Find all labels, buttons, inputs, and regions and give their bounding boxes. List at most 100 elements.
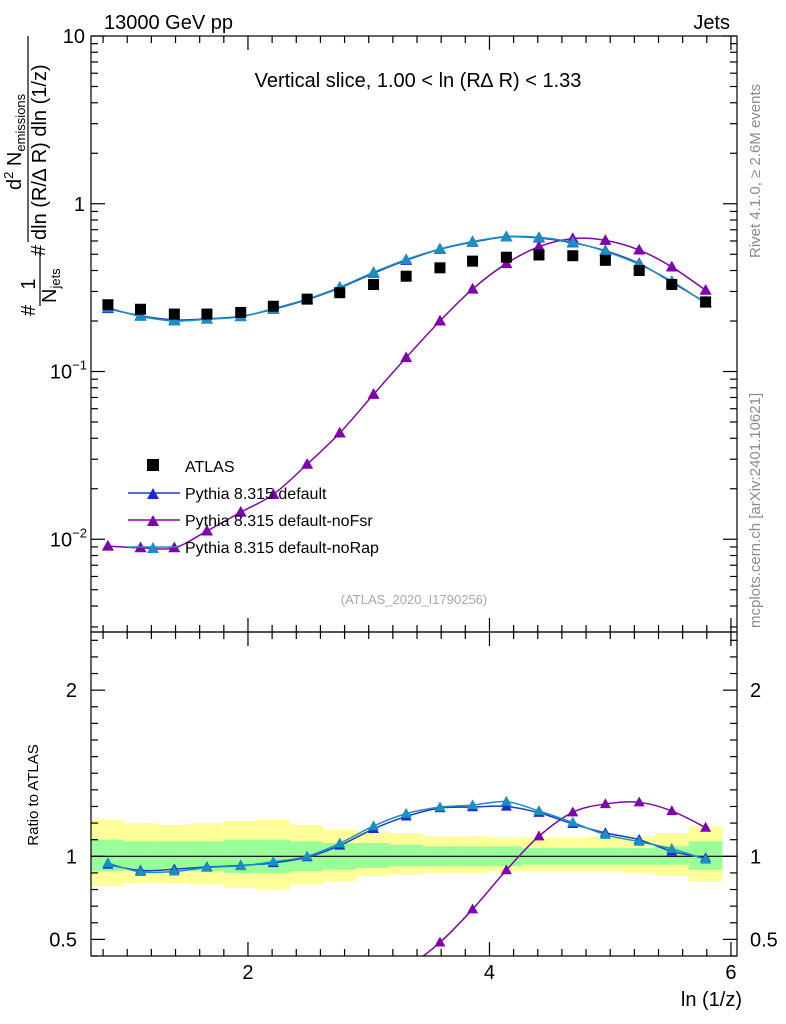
ratio-y-tick-label: 1	[66, 846, 77, 868]
series-marker-1	[699, 283, 712, 295]
ratio-marker-1	[700, 821, 712, 832]
main-y-tick-label: 10−2	[50, 525, 87, 551]
ratio-band-inner	[389, 844, 424, 867]
ratio-marker-2	[135, 866, 147, 877]
ratio-marker-1	[599, 798, 611, 809]
ratio-marker-1	[135, 1010, 146, 1020]
data-point-atlas	[599, 254, 611, 266]
ratio-marker-1	[633, 796, 645, 807]
ratio-marker-2	[368, 820, 380, 831]
ratio-y-tick-label: 2	[66, 680, 77, 702]
ratio-marker-1	[500, 864, 512, 875]
series-marker-1	[466, 282, 479, 294]
series-marker-2	[367, 266, 380, 277]
ratio-marker-2	[168, 865, 180, 876]
analysis-tag: (ATLAS_2020_I1790256)	[341, 592, 487, 607]
ratio-marker-1	[268, 1004, 279, 1014]
ratio-marker-2	[201, 861, 213, 872]
series-marker-2	[168, 314, 181, 326]
ratio-marker-1	[533, 830, 545, 841]
series-marker-2	[532, 231, 545, 242]
ratio-marker-1	[434, 936, 446, 947]
ratio-marker-1	[102, 1011, 113, 1021]
ratio-y-tick-label: 0.5	[49, 929, 77, 951]
series-marker-1	[333, 426, 346, 438]
legend-label-default: Pythia 8.315 default	[185, 486, 327, 503]
ratio-axes: 2 4 6 0.5 0.5 1 1 2 2	[49, 632, 778, 984]
series-marker-2	[433, 242, 446, 254]
data-point-atlas	[666, 279, 678, 291]
data-point-atlas	[500, 251, 512, 263]
ylabel-frac-numerator: 1	[18, 278, 40, 289]
main-y-tick-label: 10−1	[50, 358, 87, 384]
header-left-title: 13000 GeV pp	[104, 12, 233, 34]
ratio-marker-1	[201, 1008, 212, 1018]
ratio-marker-2	[500, 795, 512, 806]
data-point-atlas	[235, 306, 247, 318]
series-marker-2	[134, 310, 147, 321]
ratio-marker-2	[267, 856, 279, 866]
series-marker-1	[400, 351, 413, 363]
ratio-marker-2	[467, 799, 479, 810]
ylabel-prefix-2: #	[28, 244, 50, 256]
series-marker-1	[267, 488, 280, 499]
data-point-atlas	[168, 308, 180, 320]
ratio-marker-2	[533, 805, 545, 816]
ratio-marker-1	[666, 805, 678, 816]
legend-label-norap: Pythia 8.315 default-noRap	[185, 540, 379, 557]
series-marker-1	[665, 260, 678, 272]
data-point-atlas	[301, 293, 313, 305]
ratio-marker-1	[334, 992, 345, 1002]
ratio-marker-1	[368, 980, 379, 990]
ratio-marker-1	[467, 903, 479, 914]
ratio-marker-2	[700, 853, 712, 864]
legend-marker-default	[147, 488, 159, 499]
ratio-y-tick-label-right: 0.5	[750, 929, 778, 951]
ratio-marker-1	[169, 1010, 180, 1020]
main-panel-content	[101, 230, 712, 553]
main-axes: 10 1 10−1 10−2	[50, 26, 737, 632]
legend-label-nofsr: Pythia 8.315 default-noFsr	[185, 513, 373, 530]
ratio-y-tick-label-right: 2	[750, 680, 761, 702]
main-y-tick-label: 1	[74, 194, 85, 216]
ratio-y-tick-label-right: 1	[750, 846, 761, 868]
legend-label-atlas: ATLAS	[185, 459, 235, 476]
x-tick-label: 2	[242, 962, 253, 984]
main-panel: Vertical slice, 1.00 < ln (R∆ R) < 1.33 …	[1, 26, 738, 633]
ratio-marker-2	[666, 843, 678, 853]
data-point-atlas	[400, 270, 412, 282]
data-point-atlas	[267, 300, 279, 312]
series-marker-2	[500, 230, 513, 241]
series-marker-1	[532, 240, 545, 252]
x-axis-label: ln (1/z)	[681, 989, 742, 1011]
series-marker-2	[400, 253, 413, 265]
legend-marker-norap	[147, 542, 159, 553]
series-marker-2	[466, 235, 479, 247]
legend-marker-atlas	[147, 459, 159, 471]
chart-title: Vertical slice, 1.00 < ln (R∆ R) < 1.33	[255, 70, 582, 92]
series-marker-1	[599, 234, 612, 245]
data-point-atlas	[334, 287, 346, 299]
ratio-panel-content	[91, 795, 737, 1021]
ylabel-prefix-1: #	[18, 304, 40, 316]
ratio-marker-1	[235, 1006, 246, 1016]
x-tick-label: 4	[484, 962, 495, 984]
data-point-atlas	[467, 255, 479, 267]
data-point-atlas	[368, 279, 380, 291]
ratio-marker-2	[400, 807, 412, 818]
data-point-atlas	[201, 308, 213, 320]
ratio-marker-2	[599, 828, 611, 839]
series-marker-1	[433, 314, 446, 326]
ratio-y-axis-label: Ratio to ATLAS	[25, 744, 42, 845]
ratio-band-inner	[356, 843, 390, 868]
ratio-marker-1	[302, 999, 313, 1009]
x-tick-label: 6	[725, 962, 736, 984]
ratio-marker-2	[567, 816, 579, 827]
rivet-version-label: Rivet 4.1.0, ≥ 2.6M events	[747, 84, 764, 258]
ratio-marker-2	[301, 850, 313, 861]
series-marker-2	[599, 245, 612, 256]
data-point-atlas	[135, 303, 147, 315]
ylabel-denominator: dln (R/∆ R) dln (1/z)	[29, 64, 51, 240]
ratio-marker-2	[235, 860, 247, 871]
